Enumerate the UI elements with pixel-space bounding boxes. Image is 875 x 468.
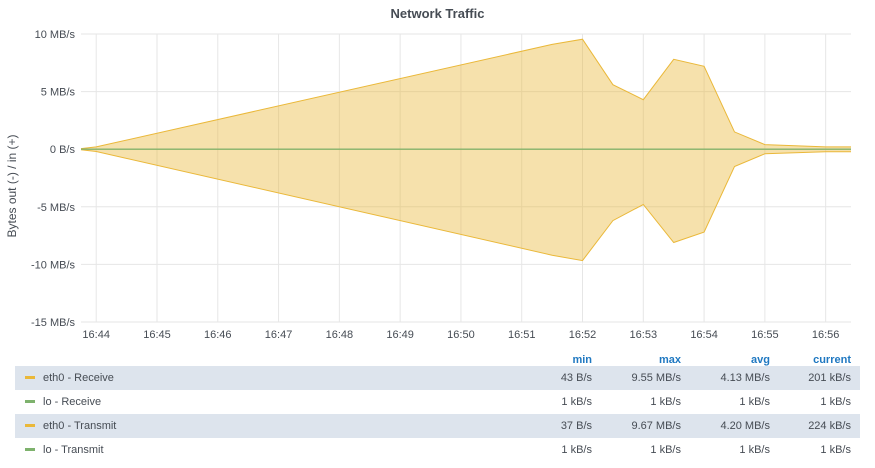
series-area-eth0-transmit [81,149,851,261]
legend-swatch-icon [25,399,35,403]
x-tick-label: 16:46 [204,329,232,341]
legend-value-min: 1 kB/s [561,396,592,408]
legend-swatch-icon [25,375,35,379]
x-tick-label: 16:44 [82,329,110,341]
legend-value-current: 224 kB/s [779,414,860,438]
legend-header-max[interactable]: max [658,354,681,366]
legend-series-name[interactable]: lo - Receive [15,390,512,414]
legend-table: min max avg current eth0 - Receive 43 B/s… [15,346,860,462]
legend-row[interactable]: lo - Receive 1 kB/s 1 kB/s 1 kB/s 1 kB/s [15,390,860,414]
legend-swatch-icon [25,423,35,427]
legend-value-avg: 1 kB/s [739,444,770,456]
x-tick-label: 16:52 [569,329,597,341]
legend-value-min: 37 B/s [512,414,601,438]
legend-header-current[interactable]: current [813,354,851,366]
legend-value-current: 1 kB/s [820,396,851,408]
legend-value-max: 1 kB/s [650,444,681,456]
legend-series-name[interactable]: eth0 - Transmit [15,414,512,438]
y-tick-label: 5 MB/s [41,87,76,99]
legend-header-avg[interactable]: avg [751,354,770,366]
series-area-eth0-receive [81,39,851,150]
x-tick-label: 16:50 [447,329,475,341]
legend-series-name[interactable]: eth0 - Receive [15,366,512,390]
y-tick-label: 0 B/s [50,144,76,156]
y-axis-label: Bytes out (-) / in (+) [5,134,19,237]
legend-rows: eth0 - Receive 43 B/s 9.55 MB/s 4.13 MB/s 20… [15,366,860,462]
chart-title: Network Traffic [390,6,485,21]
x-tick-label: 16:54 [690,329,718,341]
legend-series-label: eth0 - Receive [43,372,114,384]
x-tick-label: 16:47 [265,329,293,341]
legend-value-max: 1 kB/s [650,396,681,408]
y-tick-label: -15 MB/s [31,317,76,329]
y-axis: 10 MB/s 5 MB/s 0 B/s -5 MB/s -10 MB/s -15 MB/… [31,29,76,329]
legend-swatch-icon [25,447,35,451]
x-axis: 16:44 16:45 16:46 16:47 16:48 16:49 16:50 16:51… [82,329,839,341]
x-tick-label: 16:51 [508,329,536,341]
series-areas [80,38,851,262]
legend-value-current: 1 kB/s [820,444,851,456]
legend-row[interactable]: lo - Transmit 1 kB/s 1 kB/s 1 kB/s 1 kB/s [15,438,860,462]
legend-value-max: 9.55 MB/s [601,366,690,390]
legend-row[interactable]: eth0 - Transmit 37 B/s 9.67 MB/s 4.20 MB/s 2… [15,414,860,438]
x-tick-label: 16:45 [143,329,171,341]
y-tick-label: -5 MB/s [37,202,75,214]
y-tick-label: 10 MB/s [35,29,76,41]
legend-value-min: 43 B/s [512,366,601,390]
legend-value-avg: 4.13 MB/s [690,366,779,390]
legend-value-min: 1 kB/s [561,444,592,456]
legend-header-min[interactable]: min [572,354,592,366]
legend-series-label: lo - Receive [43,396,102,408]
network-traffic-chart: 10 MB/s 5 MB/s 0 B/s -5 MB/s -10 MB/s -15 MB/… [5,29,851,341]
legend: min max avg current eth0 - Receive 43 B/s… [15,346,860,462]
legend-series-label: eth0 - Transmit [43,420,117,432]
x-tick-label: 16:49 [386,329,414,341]
series-line-eth0-receive [80,38,851,150]
legend-value-current: 201 kB/s [779,366,860,390]
x-tick-label: 16:56 [812,329,840,341]
x-tick-label: 16:48 [326,329,354,341]
legend-series-name[interactable]: lo - Transmit [15,438,512,462]
legend-value-avg: 4.20 MB/s [690,414,779,438]
legend-value-max: 9.67 MB/s [601,414,690,438]
legend-series-label: lo - Transmit [43,444,104,456]
legend-value-avg: 1 kB/s [739,396,770,408]
x-tick-label: 16:53 [630,329,658,341]
x-tick-label: 16:55 [751,329,779,341]
y-tick-label: -10 MB/s [31,259,76,271]
legend-row[interactable]: eth0 - Receive 43 B/s 9.55 MB/s 4.13 MB/s 20… [15,366,860,390]
series-line-eth0-transmit [80,149,851,262]
